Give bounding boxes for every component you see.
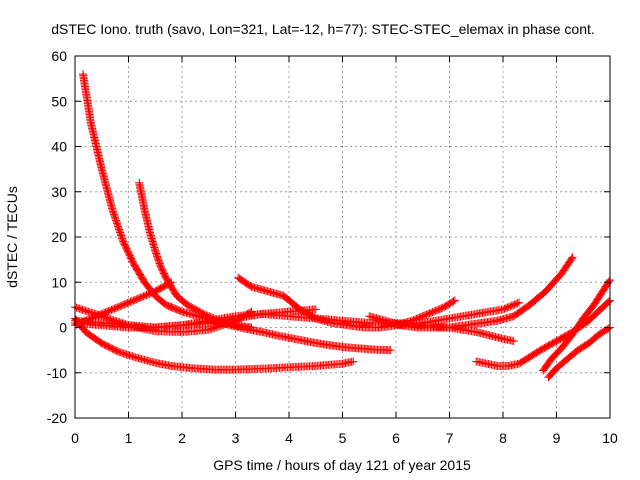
data-point [450, 296, 459, 305]
y-tick-label: 60 [51, 48, 67, 64]
data-points [71, 70, 614, 382]
data-point [165, 279, 174, 288]
y-tick-label: 0 [59, 320, 67, 336]
series-8 [71, 309, 518, 346]
y-axis-label: dSTEC / TECUs [4, 186, 20, 288]
y-tick-label: 20 [51, 229, 67, 245]
y-tick-labels: -20 -10 0 10 20 30 40 50 60 [47, 48, 67, 426]
x-axis-label: GPS time / hours of day 121 of year 2015 [213, 457, 471, 473]
x-tick-label: 8 [499, 430, 507, 446]
x-tick-label: 10 [602, 430, 618, 446]
data-point [349, 357, 358, 366]
y-tick-label: 40 [51, 139, 67, 155]
data-point [605, 277, 614, 286]
data-point [509, 337, 518, 346]
x-tick-label: 1 [125, 430, 133, 446]
series-13 [539, 275, 614, 375]
series-9 [234, 273, 459, 332]
x-tick-label: 5 [339, 430, 347, 446]
series-5 [71, 314, 358, 374]
data-point [604, 297, 613, 306]
data-point [386, 346, 395, 355]
series-10 [365, 253, 577, 332]
chart-title: dSTEC Iono. truth (savo, Lon=321, Lat=-1… [51, 21, 595, 37]
x-tick-label: 9 [553, 430, 561, 446]
x-tick-label: 0 [71, 430, 79, 446]
data-point [449, 297, 458, 306]
y-tick-label: -20 [47, 410, 67, 426]
data-point [311, 305, 320, 314]
x-tick-label: 7 [446, 430, 454, 446]
x-tick-label: 4 [285, 430, 293, 446]
data-point [568, 253, 577, 262]
series-1 [79, 70, 176, 312]
y-tick-label: 10 [51, 274, 67, 290]
y-tick-label: 50 [51, 93, 67, 109]
data-point [513, 299, 522, 308]
y-tick-label: 30 [51, 184, 67, 200]
data-point [515, 298, 524, 307]
data-point [567, 254, 576, 263]
data-point [247, 323, 256, 332]
data-point [604, 324, 613, 333]
series-12 [392, 298, 524, 330]
y-tick-label: -10 [47, 365, 67, 381]
series-3 [135, 178, 256, 332]
grid-lines [75, 56, 610, 418]
axis-ticks [74, 55, 611, 419]
x-tick-label: 2 [178, 430, 186, 446]
x-tick-label: 6 [392, 430, 400, 446]
x-tick-labels: 0 1 2 3 4 5 6 7 8 9 10 [71, 430, 618, 446]
x-tick-label: 3 [232, 430, 240, 446]
data-point [167, 278, 176, 287]
